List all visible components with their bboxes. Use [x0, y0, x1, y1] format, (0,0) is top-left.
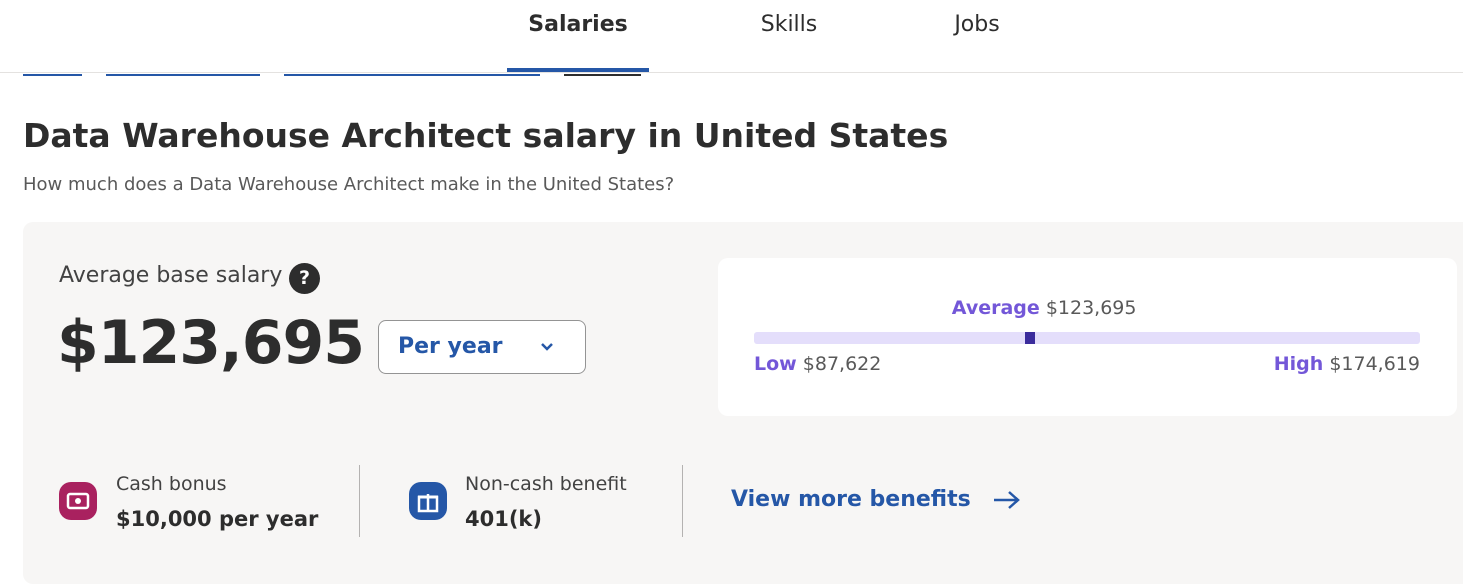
divider — [359, 465, 360, 537]
gift-icon — [409, 482, 447, 520]
nav-tab[interactable]: Jobs — [954, 12, 1000, 37]
salary-amount: $123,695 — [57, 308, 365, 378]
average-value: $123,695 — [1045, 297, 1137, 319]
benefit-value: $10,000 per year — [116, 507, 319, 531]
benefit-label: Cash bonus — [116, 473, 227, 495]
breadcrumb-fragment — [564, 74, 641, 76]
divider — [682, 465, 683, 537]
high-label: High — [1273, 353, 1324, 375]
period-text: Per year — [398, 334, 503, 359]
cash-icon — [59, 482, 97, 520]
salary-label: Average base salary — [59, 263, 283, 288]
breadcrumb-fragment — [23, 74, 82, 76]
high-value: $174,619 — [1329, 353, 1420, 375]
help-icon[interactable]: ? — [289, 263, 320, 294]
nav-tab[interactable]: Salaries — [528, 12, 628, 37]
range-bar — [754, 332, 1420, 344]
period-dropdown[interactable]: Per year — [378, 320, 586, 374]
average-marker — [1025, 332, 1036, 344]
low-line: Low $87,622 — [754, 353, 881, 375]
link-text: View more benefits — [731, 487, 971, 512]
benefit-value: 401(k) — [465, 507, 542, 531]
average-line: Average $123,695 — [952, 297, 1137, 319]
arrow-icon — [994, 491, 1021, 509]
breadcrumb-fragment — [106, 74, 260, 76]
page-subtitle: How much does a Data Warehouse Architect… — [23, 174, 675, 195]
nav-tab[interactable]: Skills — [760, 12, 818, 37]
breadcrumb-fragment — [284, 74, 540, 76]
benefit-label: Non-cash benefit — [465, 473, 627, 495]
low-value: $87,622 — [802, 353, 882, 375]
active-tab-underline — [507, 68, 649, 72]
page-title: Data Warehouse Architect salary in Unite… — [23, 116, 949, 155]
nav-border — [0, 72, 1463, 73]
benefits-link[interactable]: View more benefits — [731, 487, 1022, 512]
chevron — [541, 343, 553, 351]
low-label: Low — [754, 353, 797, 375]
average-label: Average — [951, 297, 1040, 319]
high-line: High $174,619 — [1274, 353, 1420, 375]
